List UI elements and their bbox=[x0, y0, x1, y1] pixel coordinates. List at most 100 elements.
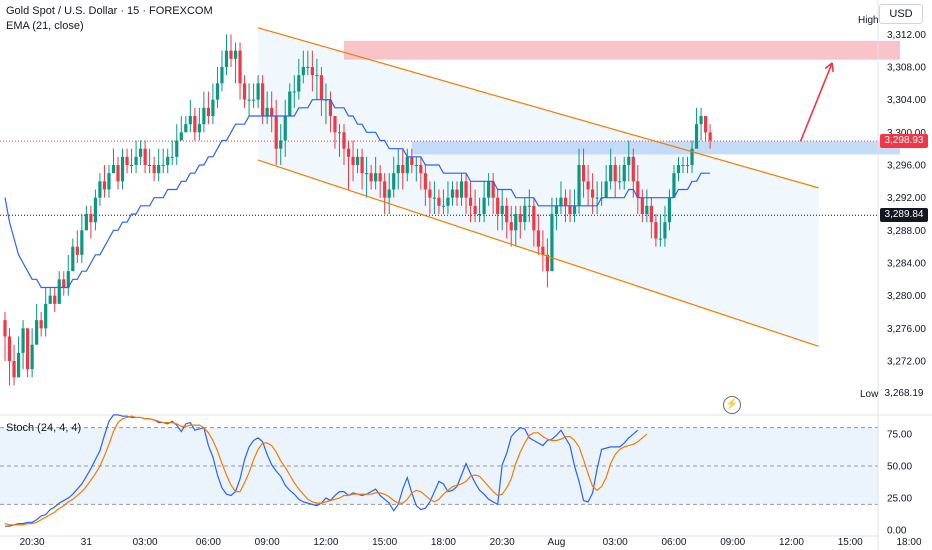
candle-body bbox=[405, 156, 409, 174]
candle-body bbox=[89, 214, 93, 223]
low-label: Low bbox=[860, 389, 879, 400]
stoch-tick-label: 0.00 bbox=[887, 526, 907, 537]
candle-body bbox=[57, 279, 61, 304]
candle-body bbox=[143, 148, 147, 165]
candle-body bbox=[3, 320, 7, 337]
candle-body bbox=[224, 50, 229, 67]
candle-body bbox=[527, 205, 531, 207]
candle-body bbox=[500, 205, 504, 214]
candle-body bbox=[618, 181, 622, 183]
candle-body bbox=[550, 214, 554, 272]
candle-body bbox=[288, 91, 292, 116]
candle-body bbox=[694, 124, 699, 149]
candle-body bbox=[374, 173, 378, 182]
candle-body bbox=[667, 197, 672, 223]
candle-body bbox=[387, 189, 391, 198]
candle-body bbox=[432, 197, 436, 199]
candle-body bbox=[35, 320, 39, 345]
candle-body bbox=[369, 173, 373, 182]
channel-fill bbox=[258, 27, 819, 347]
candle-body bbox=[233, 50, 238, 59]
candle-body bbox=[315, 75, 319, 77]
overlay-layer bbox=[4, 27, 834, 347]
ema-legend[interactable]: EMA (21, close) bbox=[6, 20, 84, 32]
time-axis[interactable]: 20:30 31 03:00 06:00 09:00 12:00 15:00 18:00 20:… bbox=[0, 535, 922, 548]
candle-body bbox=[360, 156, 364, 174]
lightning-icon[interactable]: ⚡ bbox=[723, 396, 741, 414]
candle-body bbox=[428, 189, 432, 198]
price-tick-label: 3,272.00 bbox=[887, 357, 926, 368]
candle-body bbox=[441, 205, 446, 207]
candle-body bbox=[392, 173, 396, 190]
candle-body bbox=[473, 205, 477, 214]
candle-body bbox=[107, 173, 111, 190]
time-tick-label: 06:00 bbox=[196, 537, 221, 548]
price-tick-label: 3,288.00 bbox=[887, 226, 926, 237]
candle-body bbox=[704, 116, 708, 133]
stoch-pane[interactable] bbox=[0, 427, 878, 505]
time-tick-label: 12:00 bbox=[779, 537, 804, 548]
stoch-tick-label: 75.00 bbox=[887, 430, 912, 441]
candle-body bbox=[184, 124, 188, 133]
currency-button[interactable]: USD bbox=[879, 4, 923, 24]
candle-body bbox=[229, 50, 233, 59]
candle-body bbox=[459, 181, 464, 198]
candle-body bbox=[98, 181, 102, 198]
candle-body bbox=[613, 165, 617, 182]
candle-body bbox=[26, 328, 30, 370]
candle-body bbox=[328, 99, 333, 116]
low-value: 3,268.19 bbox=[884, 388, 924, 399]
candle-body bbox=[676, 165, 681, 174]
zones-layer bbox=[258, 27, 900, 347]
candle-body bbox=[568, 205, 572, 214]
candle-body bbox=[12, 361, 16, 378]
candle-body bbox=[152, 165, 156, 174]
stoch-legend[interactable]: Stoch (24, 4, 4) bbox=[6, 422, 82, 434]
candle-body bbox=[75, 246, 79, 255]
candle-body bbox=[487, 181, 491, 198]
stoch-tick-label: 25.00 bbox=[887, 494, 912, 505]
candle-body bbox=[166, 156, 170, 165]
candle-body bbox=[654, 222, 658, 239]
channel-upper-line bbox=[257, 27, 819, 189]
stoch-tick-label: 50.00 bbox=[887, 462, 912, 473]
candle-body bbox=[685, 165, 690, 166]
candle-body bbox=[261, 83, 265, 116]
candle-body bbox=[627, 156, 631, 165]
candle-body bbox=[279, 140, 283, 149]
candle-body bbox=[188, 116, 192, 125]
candle-body bbox=[116, 165, 120, 182]
candle-body bbox=[355, 156, 360, 165]
candle-body bbox=[111, 165, 116, 174]
candle-body bbox=[301, 67, 305, 76]
candle-body bbox=[170, 156, 174, 158]
candle-body bbox=[333, 116, 337, 133]
candle-body bbox=[536, 230, 540, 247]
candle-body bbox=[572, 205, 577, 214]
candle-body bbox=[148, 165, 152, 166]
candle-body bbox=[609, 165, 613, 182]
candle-body bbox=[134, 156, 138, 165]
candle-body bbox=[541, 246, 545, 255]
current-price-tag: 3,298.93 bbox=[880, 134, 928, 149]
price-tick-label: 3,280.00 bbox=[887, 291, 926, 302]
candle-body bbox=[708, 132, 712, 141]
candle-body bbox=[478, 214, 482, 215]
candles-layer bbox=[3, 34, 712, 386]
time-tick-label: 03:00 bbox=[603, 537, 628, 548]
time-tick-label: 18:00 bbox=[896, 537, 921, 548]
price-axis[interactable]: 3,312.00 3,308.00 3,304.00 3,300.00 3,296.00… bbox=[877, 0, 926, 550]
candle-body bbox=[39, 320, 43, 329]
candle-body bbox=[672, 173, 676, 198]
candle-body bbox=[396, 165, 400, 174]
candle-body bbox=[468, 197, 473, 206]
candle-body bbox=[297, 75, 301, 92]
candle-body bbox=[518, 214, 522, 223]
candle-body bbox=[410, 156, 414, 165]
time-tick-label: 06:00 bbox=[661, 537, 686, 548]
price-tick-label: 3,312.00 bbox=[887, 30, 926, 41]
price-tick-label: 3,276.00 bbox=[887, 324, 926, 335]
candle-body bbox=[220, 67, 224, 84]
candle-body bbox=[238, 50, 242, 84]
